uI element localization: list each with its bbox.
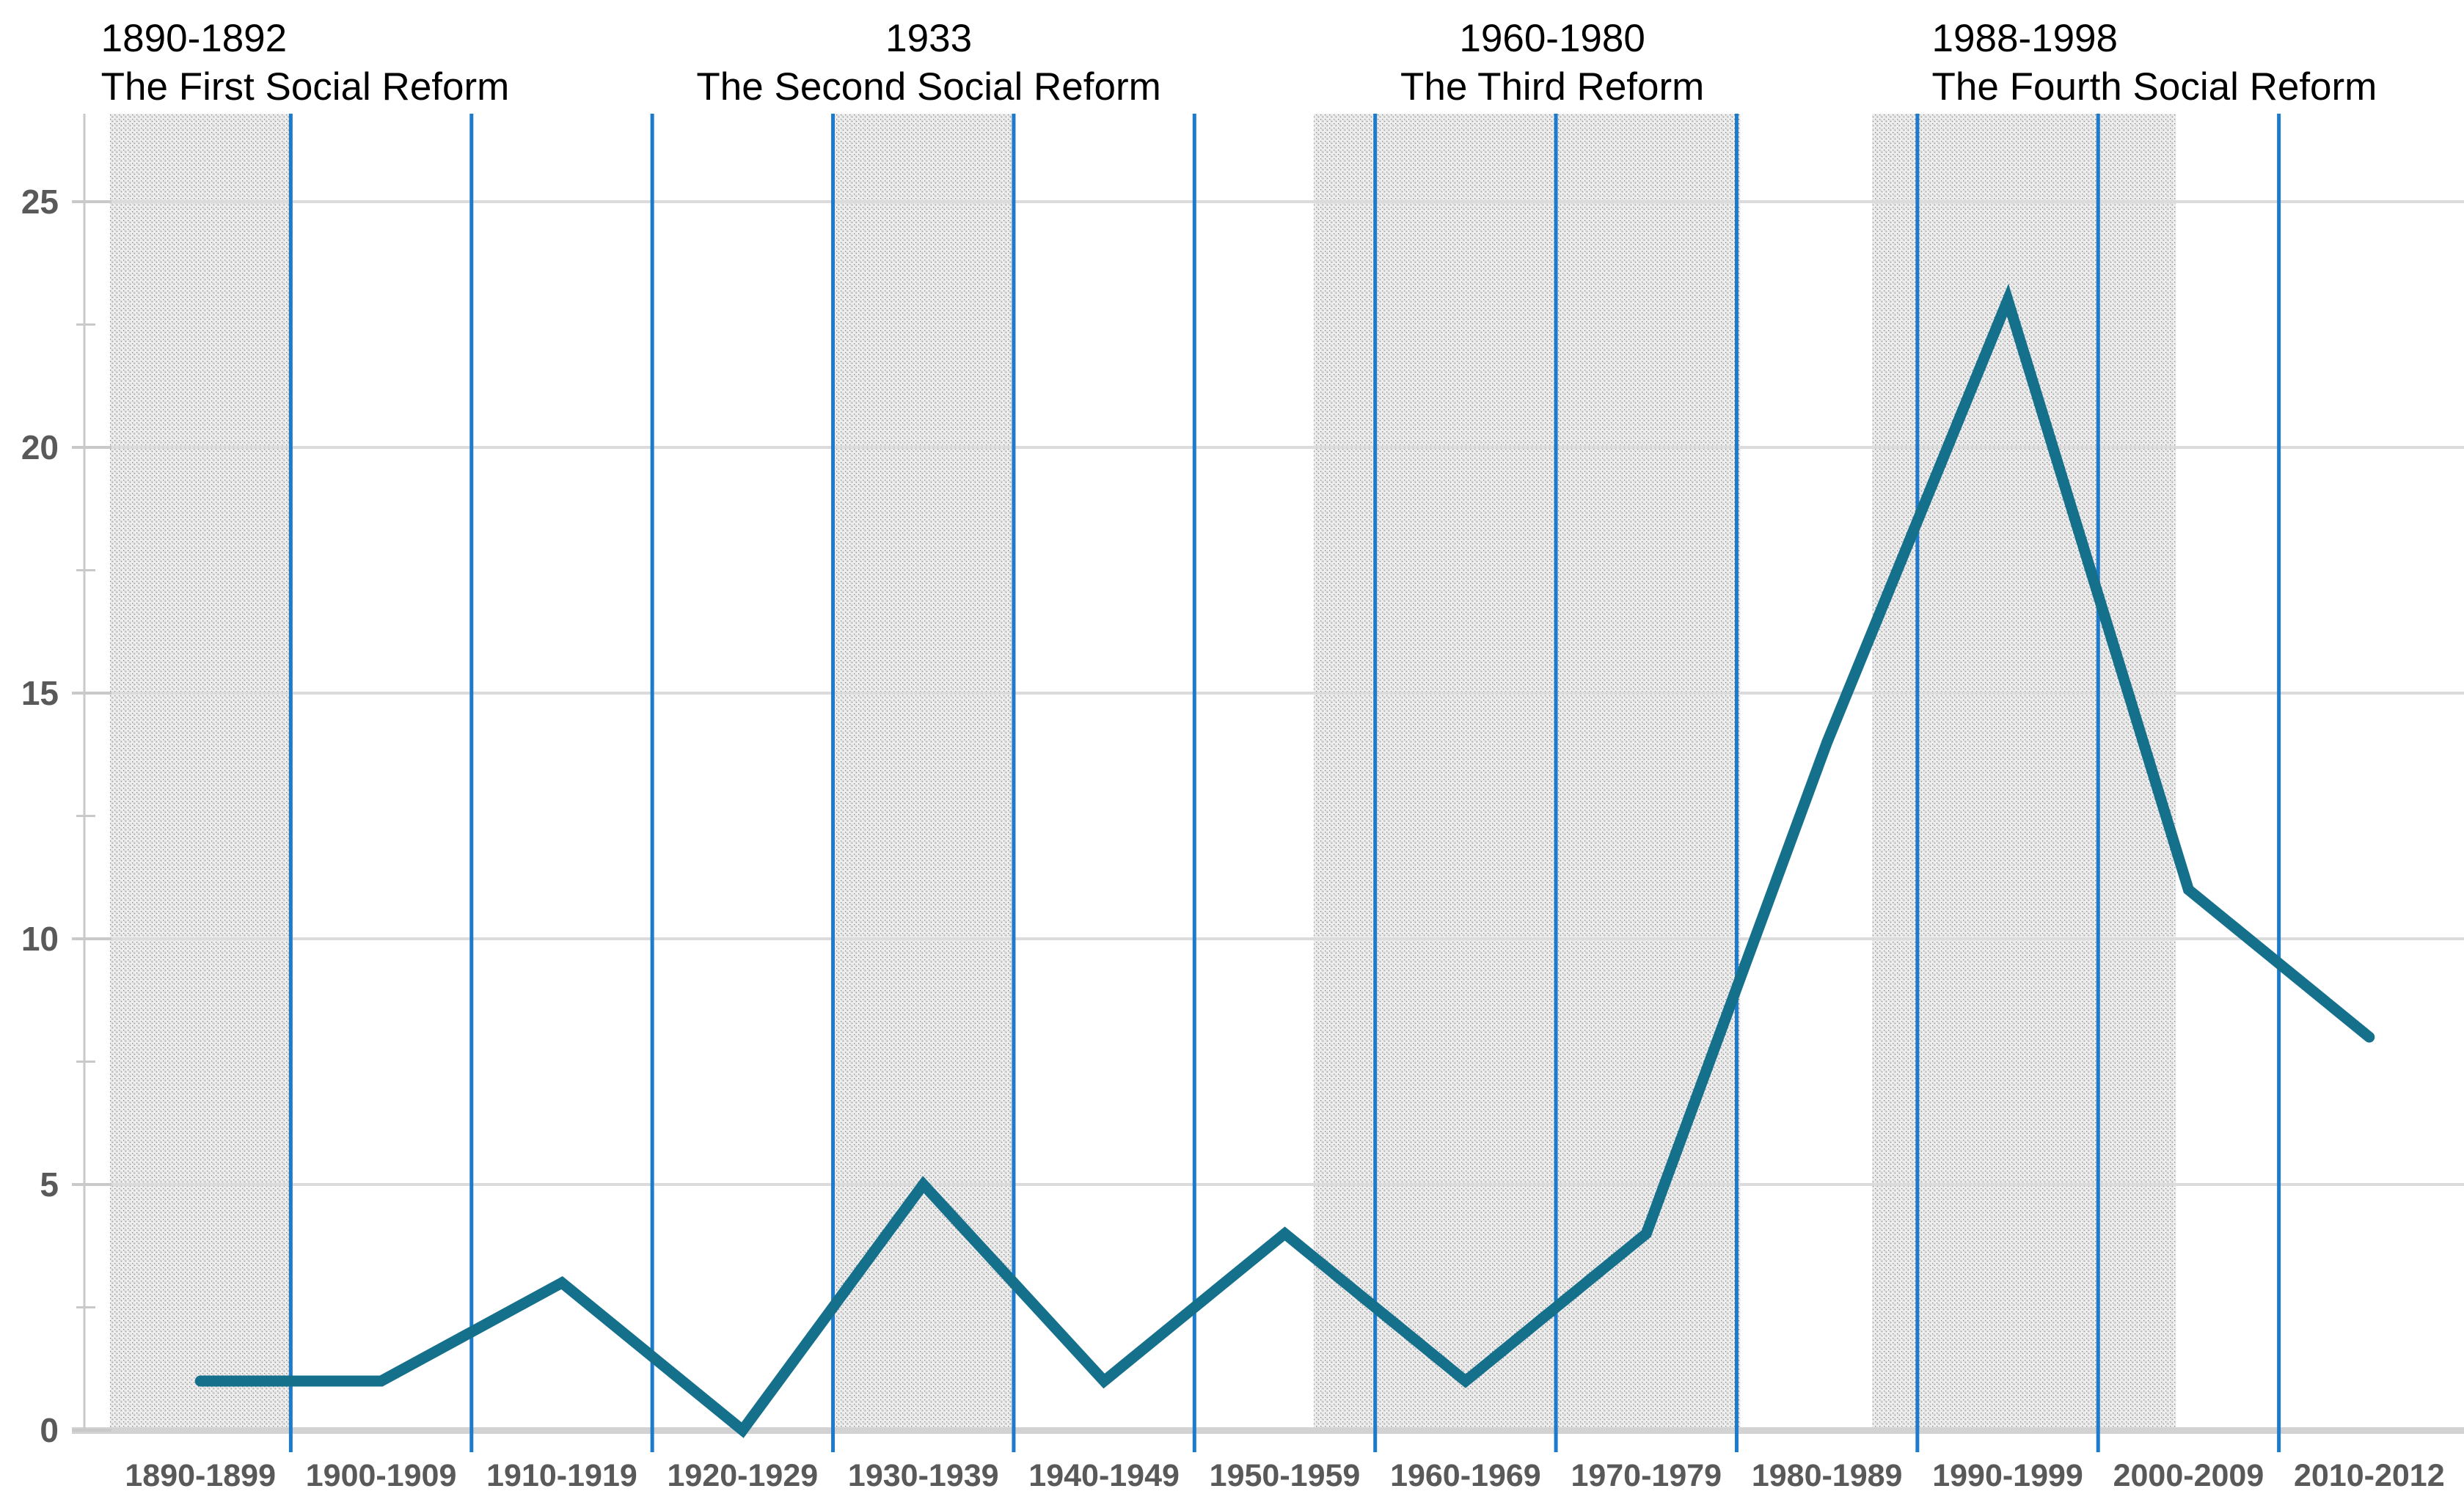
reform-years: 1933	[885, 17, 973, 60]
y-tick-label: 25	[21, 183, 59, 221]
x-tick-label: 1890-1899	[125, 1458, 276, 1493]
reform-region-3	[1313, 114, 1741, 1430]
category-boundary-lines	[288, 114, 2281, 1452]
reform-title-3: 1960-1980 The Third Reform	[1400, 15, 1704, 111]
reform-years: 1988-1998	[1931, 17, 2118, 60]
reform-name: The First Social Reform	[100, 65, 510, 109]
reform-years: 1960-1980	[1459, 17, 1645, 60]
y-tick-label: 15	[21, 674, 59, 712]
reform-years: 1890-1892	[100, 17, 288, 60]
x-tick-label: 1970-1979	[1571, 1458, 1722, 1493]
x-tick-label: 1990-1999	[1932, 1458, 2083, 1493]
y-tick-label: 5	[40, 1165, 59, 1204]
y-tick-label: 20	[21, 428, 59, 466]
x-tick-label: 1950-1959	[1210, 1458, 1361, 1493]
x-tick-label: 1960-1969	[1390, 1458, 1541, 1493]
x-axis-labels: 1890-1899 1900-1909 1910-1919 1920-1929 1930…	[125, 1458, 2444, 1493]
reform-name: The Third Reform	[1400, 65, 1705, 109]
reform-name: The Second Social Reform	[696, 65, 1161, 109]
x-tick-label: 1900-1909	[306, 1458, 457, 1493]
x-tick-label: 2010-2012	[2294, 1458, 2445, 1493]
reform-shaded-regions	[110, 114, 2176, 1430]
y-axis	[72, 114, 111, 1432]
horizontal-gridlines	[72, 200, 2464, 1434]
reform-region-2	[833, 114, 1014, 1430]
reform-region-1	[110, 114, 291, 1430]
data-line	[194, 283, 2375, 1438]
x-axis-baseline	[72, 1427, 2464, 1434]
reform-title-1: 1890-1892 The First Social Reform	[101, 15, 510, 111]
x-tick-label: 1930-1939	[848, 1458, 999, 1493]
x-tick-label: 1980-1989	[1752, 1458, 1903, 1493]
reform-name: The Fourth Social Reform	[1931, 65, 2377, 109]
y-axis-labels: 0 5 10 15 20 25	[21, 183, 59, 1449]
x-tick-label: 1920-1929	[668, 1458, 819, 1493]
x-tick-label: 1940-1949	[1028, 1458, 1180, 1493]
data-polyline	[194, 283, 2375, 1438]
y-tick-label: 10	[21, 920, 59, 958]
reform-title-4: 1988-1998 The Fourth Social Reform	[1932, 15, 2377, 111]
reform-region-4	[1872, 114, 2176, 1430]
x-tick-label: 2000-2009	[2113, 1458, 2264, 1493]
reform-title-2: 1933 The Second Social Reform	[696, 15, 1160, 111]
x-tick-label: 1910-1919	[486, 1458, 637, 1493]
y-tick-label: 0	[40, 1411, 59, 1449]
